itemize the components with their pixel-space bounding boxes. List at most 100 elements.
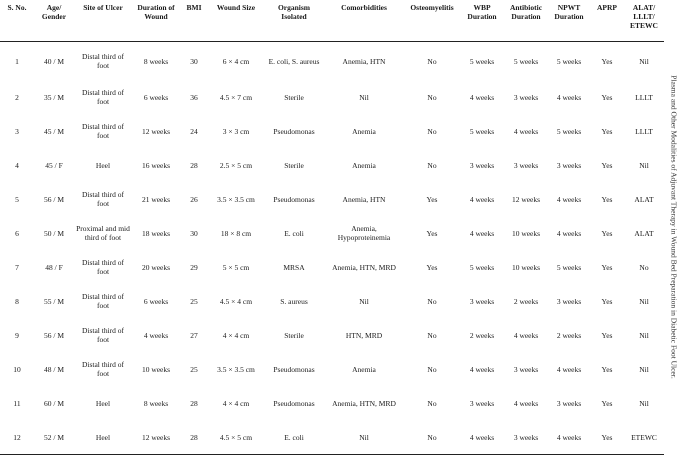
- cell-wbp: 5 weeks: [469, 126, 495, 136]
- cell-sno: 12: [13, 432, 21, 442]
- column-header-abx: Antibiotic Duration: [509, 3, 543, 21]
- cell-bmi: 29: [190, 262, 198, 272]
- cell-size: 18 × 8 cm: [220, 228, 252, 238]
- cell-size: 5 × 5 cm: [222, 262, 250, 272]
- cell-age: 48 / M: [43, 364, 64, 374]
- column-header-npwt: NPWT Duration: [554, 3, 584, 21]
- cell-organism: Pseudomonas: [273, 398, 315, 408]
- cell-sno: 5: [15, 194, 19, 204]
- cell-comorb: Anemia, Hypoproteinemia: [337, 224, 391, 242]
- cell-abx: 5 weeks: [513, 56, 539, 66]
- cell-alat: ETEWC: [631, 432, 657, 442]
- cell-aprp: Yes: [601, 194, 613, 204]
- cell-wbp: 3 weeks: [469, 398, 495, 408]
- cell-sno: 1: [15, 56, 19, 66]
- cell-osteo: No: [427, 56, 437, 66]
- cell-alat: Nil: [639, 330, 649, 340]
- cell-site: Heel: [95, 160, 111, 170]
- cell-comorb: HTN, MRD: [345, 330, 383, 340]
- cell-abx: 3 weeks: [513, 364, 539, 374]
- cell-duration: 8 weeks: [143, 56, 169, 66]
- cell-wbp: 4 weeks: [469, 432, 495, 442]
- cell-site: Distal third of foot: [81, 190, 125, 208]
- cell-abx: 4 weeks: [513, 398, 539, 408]
- cell-sno: 11: [13, 398, 21, 408]
- cell-size: 3.5 × 3.5 cm: [217, 194, 255, 204]
- cell-bmi: 28: [190, 398, 198, 408]
- cell-aprp: Yes: [601, 432, 613, 442]
- column-header-duration: Duration of Wound: [137, 3, 175, 21]
- cell-npwt: 4 weeks: [556, 228, 582, 238]
- cell-osteo: No: [427, 92, 437, 102]
- cell-sno: 3: [15, 126, 19, 136]
- cell-bmi: 36: [190, 92, 198, 102]
- cell-npwt: 4 weeks: [556, 432, 582, 442]
- cell-alat: LLLT: [635, 126, 653, 136]
- cell-npwt: 4 weeks: [556, 92, 582, 102]
- cell-aprp: Yes: [601, 296, 613, 306]
- cell-wbp: 4 weeks: [469, 364, 495, 374]
- data-table-container: S. No. Age/ Gender Site of Ulcer Duration o…: [0, 0, 664, 455]
- table-row: 11 60 / M Heel 8 weeks 28 4 × 4 cm Pseudomonas…: [0, 386, 664, 420]
- cell-alat: LLLT: [635, 92, 653, 102]
- table-body: 1 40 / M Distal third of foot 8 weeks 30 6 × …: [0, 42, 664, 455]
- cell-aprp: Yes: [601, 126, 613, 136]
- cell-comorb: Anemia: [352, 364, 376, 374]
- cell-abx: 10 weeks: [511, 262, 541, 272]
- cell-organism: Sterile: [284, 330, 304, 340]
- cell-alat: Nil: [639, 296, 649, 306]
- table-row: 8 55 / M Distal third of foot 6 weeks 25 4.5 …: [0, 284, 664, 318]
- cell-duration: 12 weeks: [141, 126, 171, 136]
- column-header-osteo: Osteomyelitis: [410, 3, 454, 12]
- cell-organism: Sterile: [284, 160, 304, 170]
- rotated-caption: Plasma and Other Modalities of Adjuvant …: [664, 0, 684, 454]
- cell-sno: 2: [15, 92, 19, 102]
- cell-abx: 12 weeks: [511, 194, 541, 204]
- table-row: 7 48 / F Distal third of foot 20 weeks 29 5 ×…: [0, 250, 664, 284]
- cell-site: Distal third of foot: [81, 292, 125, 310]
- cell-npwt: 3 weeks: [556, 296, 582, 306]
- column-header-size: Wound Size: [216, 3, 256, 12]
- cell-bmi: 25: [190, 296, 198, 306]
- table-row: 9 56 / M Distal third of foot 4 weeks 27 4 × …: [0, 318, 664, 352]
- cell-duration: 16 weeks: [141, 160, 171, 170]
- cell-aprp: Yes: [601, 262, 613, 272]
- cell-npwt: 3 weeks: [556, 160, 582, 170]
- cell-aprp: Yes: [601, 160, 613, 170]
- cell-bmi: 24: [190, 126, 198, 136]
- cell-wbp: 3 weeks: [469, 296, 495, 306]
- cell-npwt: 4 weeks: [556, 364, 582, 374]
- cell-wbp: 5 weeks: [469, 262, 495, 272]
- cell-size: 4 × 4 cm: [222, 398, 250, 408]
- cell-comorb: Anemia: [352, 160, 376, 170]
- cell-alat: Nil: [639, 56, 649, 66]
- cell-wbp: 4 weeks: [469, 228, 495, 238]
- cell-organism: MRSA: [283, 262, 305, 272]
- cell-osteo: No: [427, 364, 437, 374]
- column-header-aprp: APRP: [597, 3, 617, 12]
- cell-age: 48 / F: [45, 262, 63, 272]
- column-header-sno: S. No.: [7, 3, 27, 12]
- cell-alat: ALAT: [634, 228, 654, 238]
- cell-alat: No: [639, 262, 649, 272]
- cell-bmi: 30: [190, 228, 198, 238]
- header-row: S. No. Age/ Gender Site of Ulcer Duration o…: [0, 0, 664, 42]
- cell-size: 4.5 × 7 cm: [219, 92, 253, 102]
- cell-comorb: Nil: [359, 296, 369, 306]
- cell-wbp: 3 weeks: [469, 160, 495, 170]
- cell-osteo: No: [427, 296, 437, 306]
- table-row: 10 48 / M Distal third of foot 10 weeks 25 3.…: [0, 352, 664, 386]
- cell-sno: 4: [15, 160, 19, 170]
- cell-comorb: Anemia, HTN: [342, 56, 386, 66]
- cell-site: Heel: [95, 432, 111, 442]
- cell-age: 40 / M: [43, 56, 64, 66]
- cell-alat: Nil: [639, 398, 649, 408]
- cell-comorb: Anemia, HTN: [342, 194, 386, 204]
- cell-osteo: No: [427, 160, 437, 170]
- column-header-alat: ALAT/ LLLT/ ETEWC: [630, 3, 658, 30]
- cell-comorb: Anemia, HTN, MRD: [332, 262, 396, 272]
- column-header-wbp: WBP Duration: [467, 3, 497, 21]
- cell-site: Distal third of foot: [81, 258, 125, 276]
- cell-alat: Nil: [639, 160, 649, 170]
- cell-sno: 8: [15, 296, 19, 306]
